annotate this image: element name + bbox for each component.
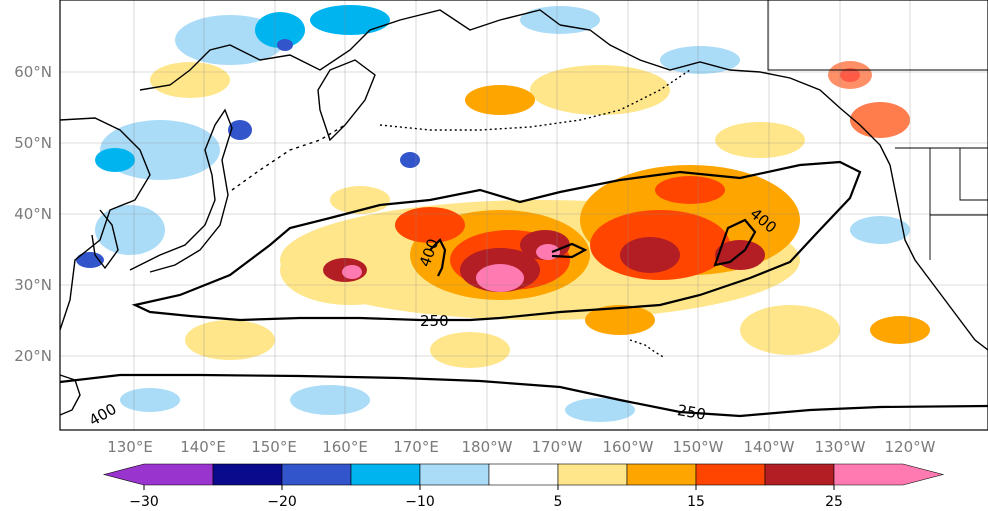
cb-label-neg10: −10 (405, 494, 435, 510)
lon-label-160w: 160°W (603, 438, 654, 456)
colorbar-ticks (143, 485, 835, 490)
lat-label-40n: 40°N (14, 205, 52, 223)
pos-patch (536, 244, 560, 260)
pos-patch (530, 65, 670, 115)
kamchatka (317, 59, 376, 142)
lat-label-20n: 20°N (14, 347, 52, 365)
contour-250-north (131, 160, 862, 322)
lon-label-130e: 130°E (107, 438, 153, 456)
neg-patch (400, 152, 420, 168)
colorbar-segment (419, 463, 490, 486)
contours (59, 160, 988, 418)
lon-label-150e: 150°E (251, 438, 297, 456)
hawaii (629, 339, 666, 359)
neg-patch (310, 5, 390, 35)
cb-label-15: 15 (687, 494, 705, 510)
contour-400-east (713, 218, 757, 267)
pos-patch (715, 122, 805, 158)
colorbar-labels: −30 −20 −10 5 15 25 (129, 494, 843, 510)
cb-label-neg30: −30 (129, 494, 159, 510)
pos-patch (620, 237, 680, 273)
philippines (59, 374, 81, 416)
pos-patch (476, 264, 524, 292)
pos-patch (395, 207, 465, 243)
colorbar-segment (212, 463, 283, 486)
lon-label-180w: 180°W (462, 438, 513, 456)
latitude-labels: 60°N 50°N 40°N 30°N 20°N (14, 63, 52, 365)
colorbar-segment (350, 463, 421, 486)
colorbar-segment (281, 463, 352, 486)
colorbar-segment (695, 463, 766, 486)
pos-patch (185, 320, 275, 360)
neg-patch (520, 6, 600, 34)
colorbar-segment (488, 463, 559, 486)
lat-label-60n: 60°N (14, 63, 52, 81)
neg-patch (228, 120, 252, 140)
pos-patch (740, 305, 840, 355)
lon-label-170e: 170°E (393, 438, 439, 456)
lat-label-30n: 30°N (14, 276, 52, 294)
pos-patch (342, 265, 362, 279)
cb-label-5: 5 (554, 494, 563, 510)
korea-coast (91, 209, 119, 270)
kurils (231, 124, 346, 191)
lat-label-50n: 50°N (14, 134, 52, 152)
pos-patch (585, 305, 655, 335)
lon-label-170w: 170°W (532, 438, 583, 456)
neg-patch (95, 148, 135, 172)
colorbar-segment (557, 463, 628, 486)
aleutians (379, 69, 691, 131)
neg-patch (95, 205, 165, 255)
map-frame (59, 0, 988, 431)
pos-patch (655, 176, 725, 204)
neg-patch (76, 252, 104, 268)
pos-patch (150, 62, 230, 98)
pos-patch (465, 85, 535, 115)
cb-label-25: 25 (825, 494, 843, 510)
us-state-lines (929, 148, 988, 260)
siberia-coast (139, 9, 561, 91)
alaska-coast (559, 24, 891, 166)
colorbar-segment (626, 463, 697, 486)
colorbar-segments (102, 463, 945, 486)
borders (767, 0, 988, 260)
neg-patch (850, 216, 910, 244)
cb-label-neg20: −20 (267, 494, 297, 510)
pos-patch (870, 316, 930, 344)
neg-patch (290, 385, 370, 415)
contour-label-250-north: 250 (420, 312, 449, 330)
na-west-coast (889, 164, 988, 351)
lon-label-140e: 140°E (180, 438, 226, 456)
contour-400-mid (551, 242, 588, 259)
asia-coast (59, 117, 151, 331)
pos-patch (850, 102, 910, 138)
map-panel: 400 400 250 400 250 (59, 0, 988, 431)
lon-label-160e: 160°E (322, 438, 368, 456)
colorbar-segment (833, 463, 945, 486)
colorbar-segment (764, 463, 835, 486)
lon-label-130w: 130°W (815, 438, 866, 456)
neg-patch (255, 12, 305, 48)
longitude-labels: 130°E 140°E 150°E 160°E 170°E 180°W 170°… (107, 438, 935, 456)
lon-label-140w: 140°W (744, 438, 795, 456)
gridlines (60, 0, 988, 430)
pos-patch (430, 332, 510, 368)
pos-patch (828, 61, 872, 89)
contour-250-south (59, 373, 988, 418)
neg-patch (120, 388, 180, 412)
contour-400-west (429, 238, 447, 277)
coastlines (59, 9, 988, 416)
colorbar: −30 −20 −10 5 15 25 (102, 463, 945, 510)
canada-us-border (767, 0, 988, 71)
lon-label-150w: 150°W (673, 438, 724, 456)
contour-label-250-south: 250 (676, 401, 707, 424)
lon-label-120w: 120°W (885, 438, 936, 456)
colorbar-segment (102, 463, 214, 486)
neg-patch (565, 398, 635, 422)
japan-coast (129, 108, 233, 273)
neg-patch (277, 39, 293, 51)
